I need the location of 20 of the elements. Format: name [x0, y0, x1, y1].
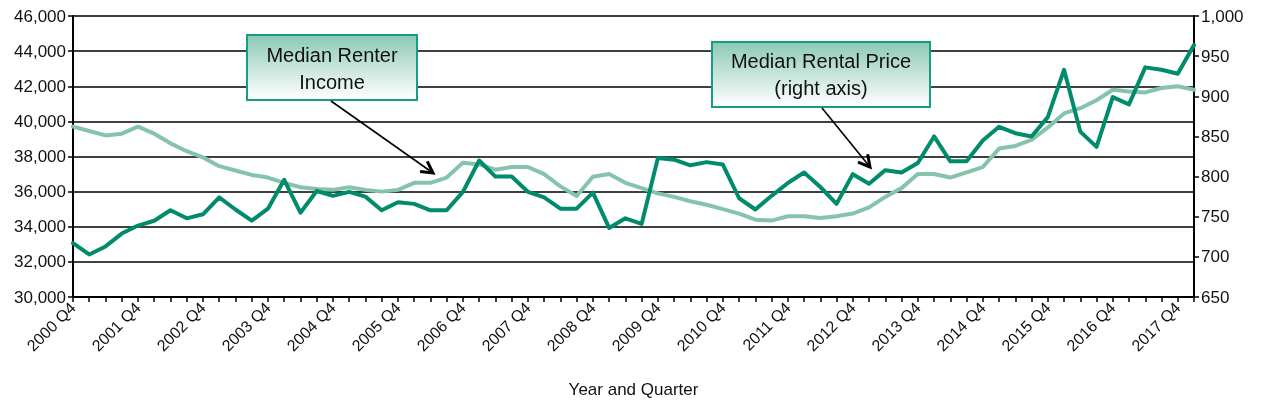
y2-tick-label: 650	[1201, 287, 1230, 307]
y-tick-label: 46,000	[14, 6, 66, 26]
y2-tick-label: 1,000	[1201, 6, 1244, 26]
y-tick-label: 34,000	[14, 217, 66, 237]
y-tick-label: 36,000	[14, 182, 66, 202]
y-tick-label: 32,000	[14, 252, 66, 272]
annotation: Median Renter Income	[266, 44, 398, 93]
y-tick-label: 44,000	[14, 41, 66, 61]
y-tick-label: 38,000	[14, 147, 66, 166]
y-tick-label: 40,000	[14, 111, 66, 131]
y-tick-label: 42,000	[14, 76, 66, 96]
y2-tick-label: 800	[1201, 167, 1230, 187]
y2-tick-label: 950	[1201, 46, 1230, 66]
annotation: Median Rental Price (right axis)	[730, 50, 912, 99]
line-series	[71, 42, 1196, 257]
x-axis-title: Year and Quarter	[568, 380, 699, 399]
y2-tick-label: 750	[1201, 207, 1230, 227]
y2-tick-label: 900	[1201, 86, 1230, 106]
y2-tick-label: 700	[1201, 247, 1230, 267]
y2-tick-label: 850	[1201, 126, 1230, 146]
